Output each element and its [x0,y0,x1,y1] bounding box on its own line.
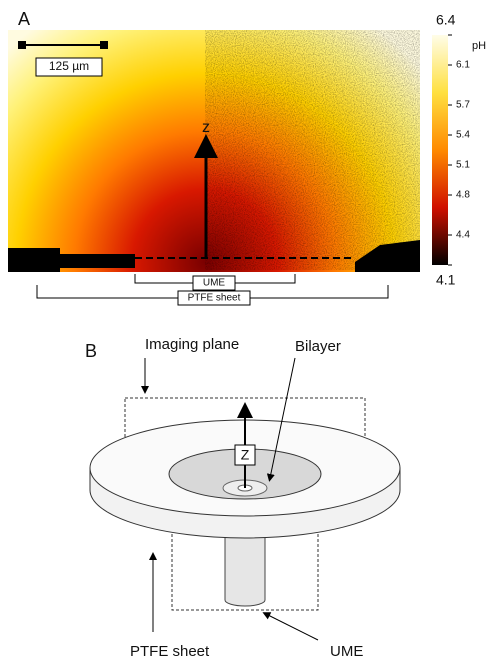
colorbar-tick-label: 5.4 [456,130,470,141]
bilayer-label: Bilayer [295,338,341,355]
colorbar-tick-label: 5.1 [456,160,470,171]
edge [355,240,420,272]
z-box [234,444,256,466]
imaging-plane-label: Imaging plane [145,336,239,353]
colorbar-tick-label: 4.1 [436,272,456,288]
colorbar-tick-label: 4.4 [456,230,470,241]
scale-box [35,57,103,77]
colorbar-tick-label: 5.7 [456,100,470,111]
ume-label: UME [330,643,363,660]
ume-label: UME [203,278,226,289]
colorbar-tick-label: 4.8 [456,190,470,201]
noise [205,30,420,270]
ptfe-label: PTFE sheet [130,643,210,660]
pointer [266,357,296,482]
scale-end [18,41,26,49]
electrode [8,248,60,272]
ume-cylinder [224,519,266,607]
ume-box [192,275,236,291]
electrode [60,254,135,268]
ptfe-label: PTFE sheet [188,293,241,304]
panel-label: A [18,9,30,29]
colorbar-tick-label: 6.1 [456,60,470,71]
ptfe-box [177,290,251,306]
colorbar-label: pH [472,40,486,52]
colorbar [432,35,448,265]
colorbar-tick-label: 6.4 [436,12,456,28]
scale-label: 125 µm [49,59,89,73]
scale-end [100,41,108,49]
z-label: Z [241,447,250,463]
pointer [262,612,319,641]
panel-label: B [85,341,97,361]
z-label: z [202,119,210,136]
